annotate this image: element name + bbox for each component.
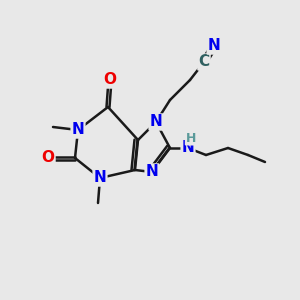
Text: H: H (186, 131, 196, 145)
Text: O: O (41, 151, 55, 166)
Text: C: C (198, 55, 210, 70)
Text: N: N (72, 122, 84, 137)
Text: N: N (182, 140, 194, 155)
Text: O: O (103, 73, 116, 88)
Text: N: N (150, 115, 162, 130)
Text: N: N (94, 170, 106, 185)
Text: N: N (208, 38, 220, 53)
Text: N: N (146, 164, 158, 179)
